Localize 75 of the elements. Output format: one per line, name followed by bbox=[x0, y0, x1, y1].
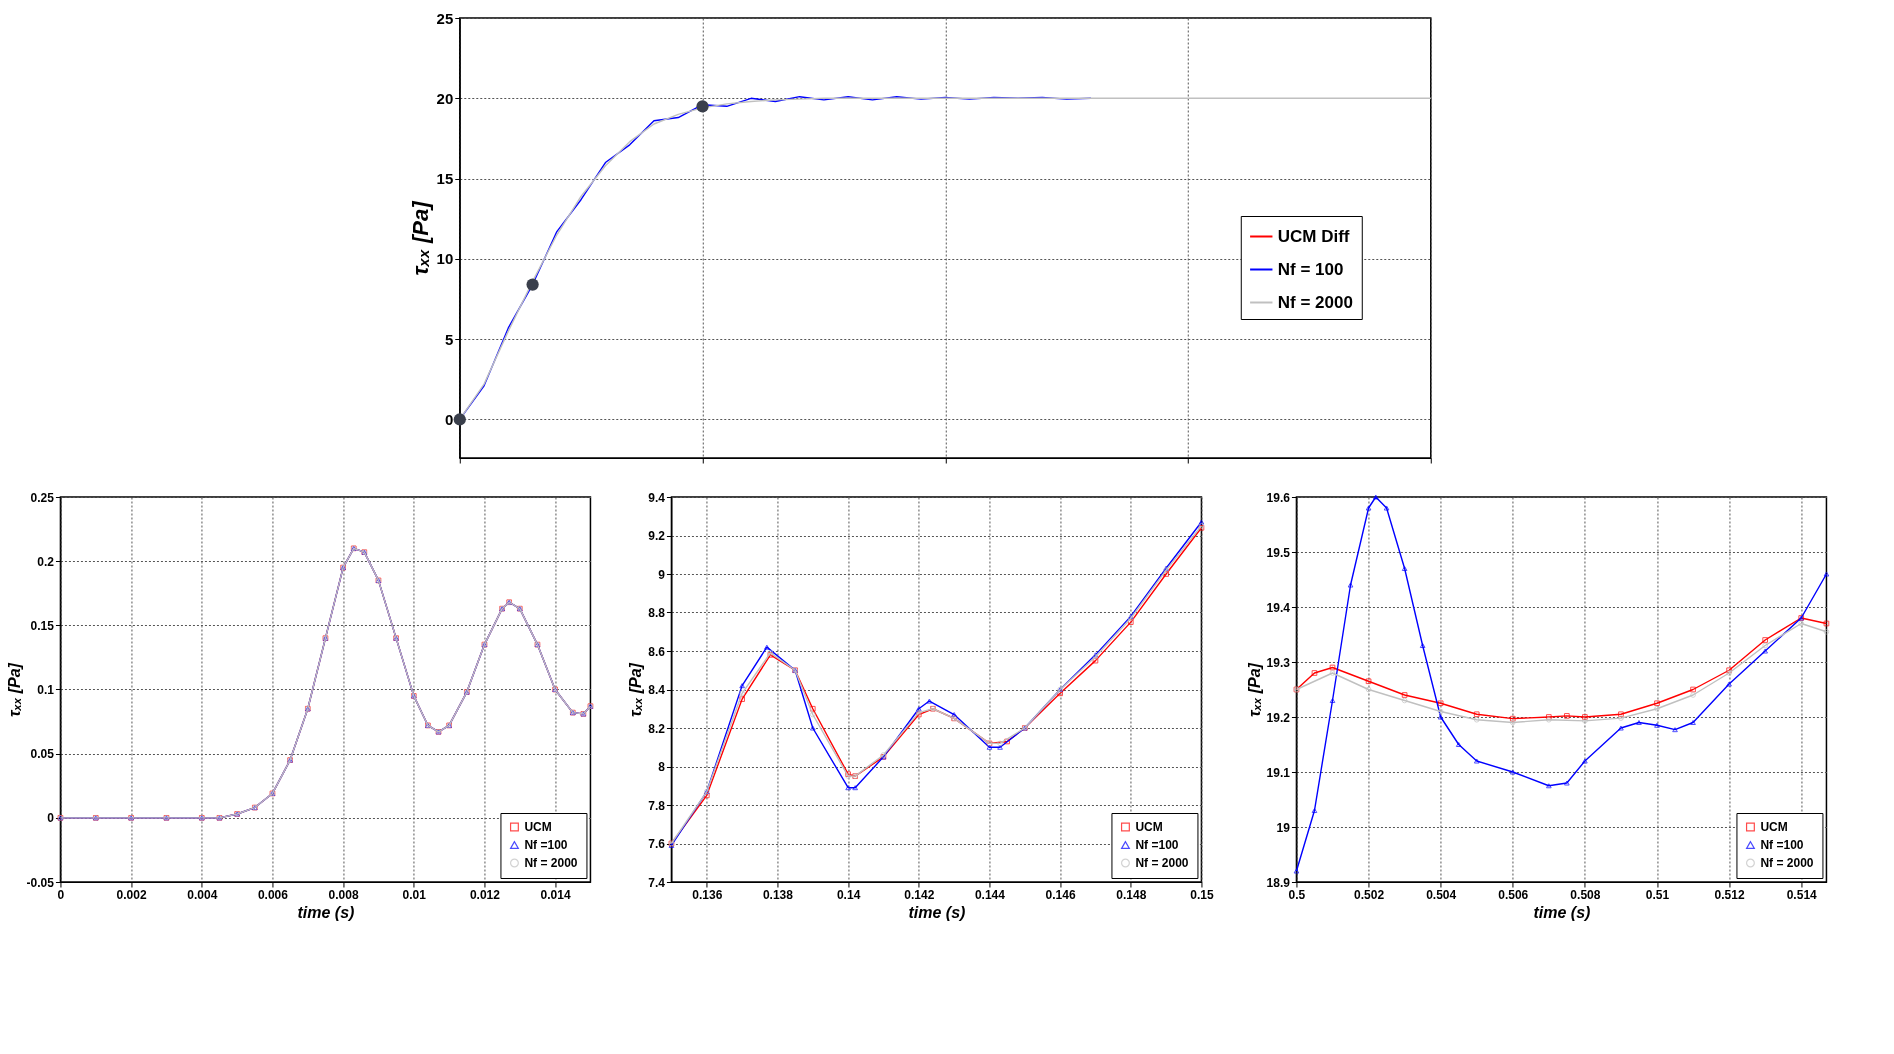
y-tick-label: 25 bbox=[436, 9, 454, 27]
y-tick-label: 7.8 bbox=[648, 798, 666, 813]
y-tick-label: 8 bbox=[658, 760, 666, 774]
y-axis-title: τₓₓ [Pa] bbox=[407, 200, 433, 276]
x-tick-label: 0.508 bbox=[1570, 887, 1601, 902]
legend-label: Nf = 100 bbox=[1277, 259, 1344, 279]
y-tick-label: 19.4 bbox=[1266, 600, 1291, 615]
y-tick-label: 5 bbox=[444, 330, 454, 348]
y-tick-label: 8.4 bbox=[648, 683, 666, 697]
y-tick-label: 9.2 bbox=[648, 529, 666, 543]
y-tick-label: 0.05 bbox=[30, 747, 55, 762]
x-tick-label: 0.008 bbox=[328, 887, 359, 902]
legend-label: UCM Diff bbox=[1277, 226, 1350, 246]
x-tick-label: 0.006 bbox=[257, 887, 289, 902]
x-tick-label: 0.5 bbox=[1288, 887, 1306, 902]
x-tick-label: 0.146 bbox=[1045, 887, 1076, 902]
x-tick-label: 0.51 bbox=[1645, 887, 1670, 902]
y-tick-label: 0.15 bbox=[30, 618, 55, 633]
x-tick-label: 0.012 bbox=[469, 887, 501, 902]
y-tick-label: 19.1 bbox=[1266, 765, 1291, 780]
y-tick-label: 9 bbox=[658, 567, 666, 582]
x-tick-label: 0.512 bbox=[1714, 887, 1745, 902]
legend-label: Nf = 2000 bbox=[1760, 856, 1814, 870]
x-axis-title: time (s) bbox=[1533, 903, 1591, 921]
x-tick-label: 0.14 bbox=[836, 887, 861, 902]
y-tick-label: 19.3 bbox=[1266, 655, 1291, 670]
y-tick-label: 7.6 bbox=[648, 837, 666, 851]
legend-label: Nf = 2000 bbox=[1135, 856, 1189, 870]
y-axis-title: τₓₓ [Pa] bbox=[627, 662, 645, 717]
y-tick-label: 19.5 bbox=[1266, 545, 1291, 560]
y-tick-label: 15 bbox=[436, 170, 454, 188]
y-tick-label: 10 bbox=[436, 250, 454, 268]
x-tick-label: 0.148 bbox=[1116, 887, 1147, 902]
x-tick-label: 0.502 bbox=[1354, 887, 1385, 902]
y-tick-label: -0.05 bbox=[26, 875, 55, 890]
legend-label: Nf = 2000 bbox=[1277, 292, 1353, 312]
x-axis-title: time (s) bbox=[297, 903, 355, 921]
y-tick-label: 0.1 bbox=[37, 683, 55, 697]
legend-label: Nf = 2000 bbox=[524, 856, 578, 870]
y-tick-label: 9.4 bbox=[648, 490, 666, 505]
y-tick-label: 19.6 bbox=[1266, 490, 1291, 505]
y-tick-label: 0.25 bbox=[30, 490, 55, 505]
x-tick-label: 0.15 bbox=[1190, 887, 1214, 902]
x-tick-label: 0.014 bbox=[540, 887, 571, 902]
y-tick-label: 7.4 bbox=[648, 875, 666, 890]
y-tick-label: 19.2 bbox=[1266, 710, 1291, 725]
x-tick-label: 0.506 bbox=[1498, 887, 1529, 902]
y-tick-label: 8.6 bbox=[648, 644, 666, 659]
y-tick-label: 8.8 bbox=[648, 606, 666, 620]
legend-label: UCM bbox=[1760, 820, 1788, 834]
y-axis-title: τₓₓ [Pa] bbox=[5, 662, 23, 717]
x-tick-label: 0.514 bbox=[1786, 887, 1818, 902]
y-tick-label: 0.2 bbox=[37, 554, 55, 569]
x-tick-label: 0.01 bbox=[402, 887, 427, 902]
x-tick-label: 0.136 bbox=[692, 887, 723, 902]
y-tick-label: 19 bbox=[1276, 820, 1291, 835]
legend-label: UCM bbox=[1135, 820, 1163, 834]
x-tick-label: 0 bbox=[57, 887, 65, 902]
y-tick-label: 0 bbox=[444, 410, 454, 428]
legend-label: Nf =100 bbox=[1760, 838, 1804, 852]
legend-label: Nf =100 bbox=[1135, 838, 1179, 852]
x-tick-label: 0.138 bbox=[762, 887, 794, 902]
y-axis-title: τₓₓ [Pa] bbox=[1245, 662, 1263, 717]
y-tick-label: 0 bbox=[47, 811, 55, 826]
x-tick-label: 0.504 bbox=[1426, 887, 1457, 902]
x-tick-label: 0.144 bbox=[974, 887, 1006, 902]
y-tick-label: 8.2 bbox=[648, 721, 666, 736]
x-tick-label: 0.002 bbox=[116, 887, 147, 902]
x-tick-label: 0.004 bbox=[187, 887, 218, 902]
x-tick-label: 0.142 bbox=[904, 887, 935, 902]
y-tick-label: 18.9 bbox=[1266, 875, 1291, 890]
y-tick-label: 20 bbox=[436, 89, 454, 107]
legend-label: Nf =100 bbox=[524, 838, 568, 852]
legend-label: UCM bbox=[524, 820, 552, 834]
x-axis-title: time (s) bbox=[908, 903, 966, 921]
